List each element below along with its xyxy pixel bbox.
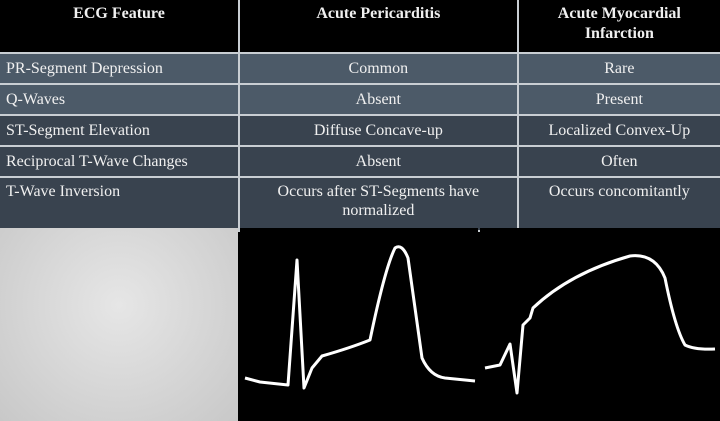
pericarditis-cell: Absent bbox=[238, 145, 519, 178]
table-row: Q-Waves Absent Present bbox=[0, 83, 720, 116]
pericarditis-ecg-panel bbox=[240, 228, 478, 421]
mi-cell: Rare bbox=[516, 52, 720, 85]
feature-cell: T-Wave Inversion bbox=[0, 176, 240, 232]
mi-cell: Often bbox=[516, 145, 720, 178]
mi-cell: Localized Convex-Up bbox=[516, 114, 720, 147]
table-row: ST-Segment Elevation Diffuse Concave-up Lo… bbox=[0, 114, 720, 147]
pericarditis-cell: Occurs after ST-Segments have normalized bbox=[238, 176, 519, 232]
pericarditis-cell: Absent bbox=[238, 83, 519, 116]
ecg-panels bbox=[0, 228, 720, 421]
table-row: Reciprocal T-Wave Changes Absent Often bbox=[0, 145, 720, 178]
pericarditis-cell: Common bbox=[238, 52, 519, 85]
blank-texture-panel bbox=[0, 228, 238, 421]
mi-ecg-panel bbox=[480, 228, 720, 421]
header-ecg-feature: ECG Feature bbox=[0, 0, 240, 54]
header-pericarditis: Acute Pericarditis bbox=[238, 0, 519, 54]
pericarditis-cell: Diffuse Concave-up bbox=[238, 114, 519, 147]
pericarditis-ecg-trace bbox=[244, 245, 476, 390]
header-mi: Acute Myocardial Infarction bbox=[516, 0, 720, 54]
feature-cell: Reciprocal T-Wave Changes bbox=[0, 145, 240, 178]
table-row: T-Wave Inversion Occurs after ST-Segments… bbox=[0, 176, 720, 232]
feature-cell: PR-Segment Depression bbox=[0, 52, 240, 85]
comparison-table: ECG Feature Acute Pericarditis Acute Myo… bbox=[0, 0, 720, 232]
mi-ecg-trace bbox=[484, 254, 716, 395]
mi-cell: Present bbox=[516, 83, 720, 116]
feature-cell: Q-Waves bbox=[0, 83, 240, 116]
feature-cell: ST-Segment Elevation bbox=[0, 114, 240, 147]
mi-cell: Occurs concomitantly bbox=[516, 176, 720, 232]
header-row: ECG Feature Acute Pericarditis Acute Myo… bbox=[0, 0, 720, 54]
table-row: PR-Segment Depression Common Rare bbox=[0, 52, 720, 85]
